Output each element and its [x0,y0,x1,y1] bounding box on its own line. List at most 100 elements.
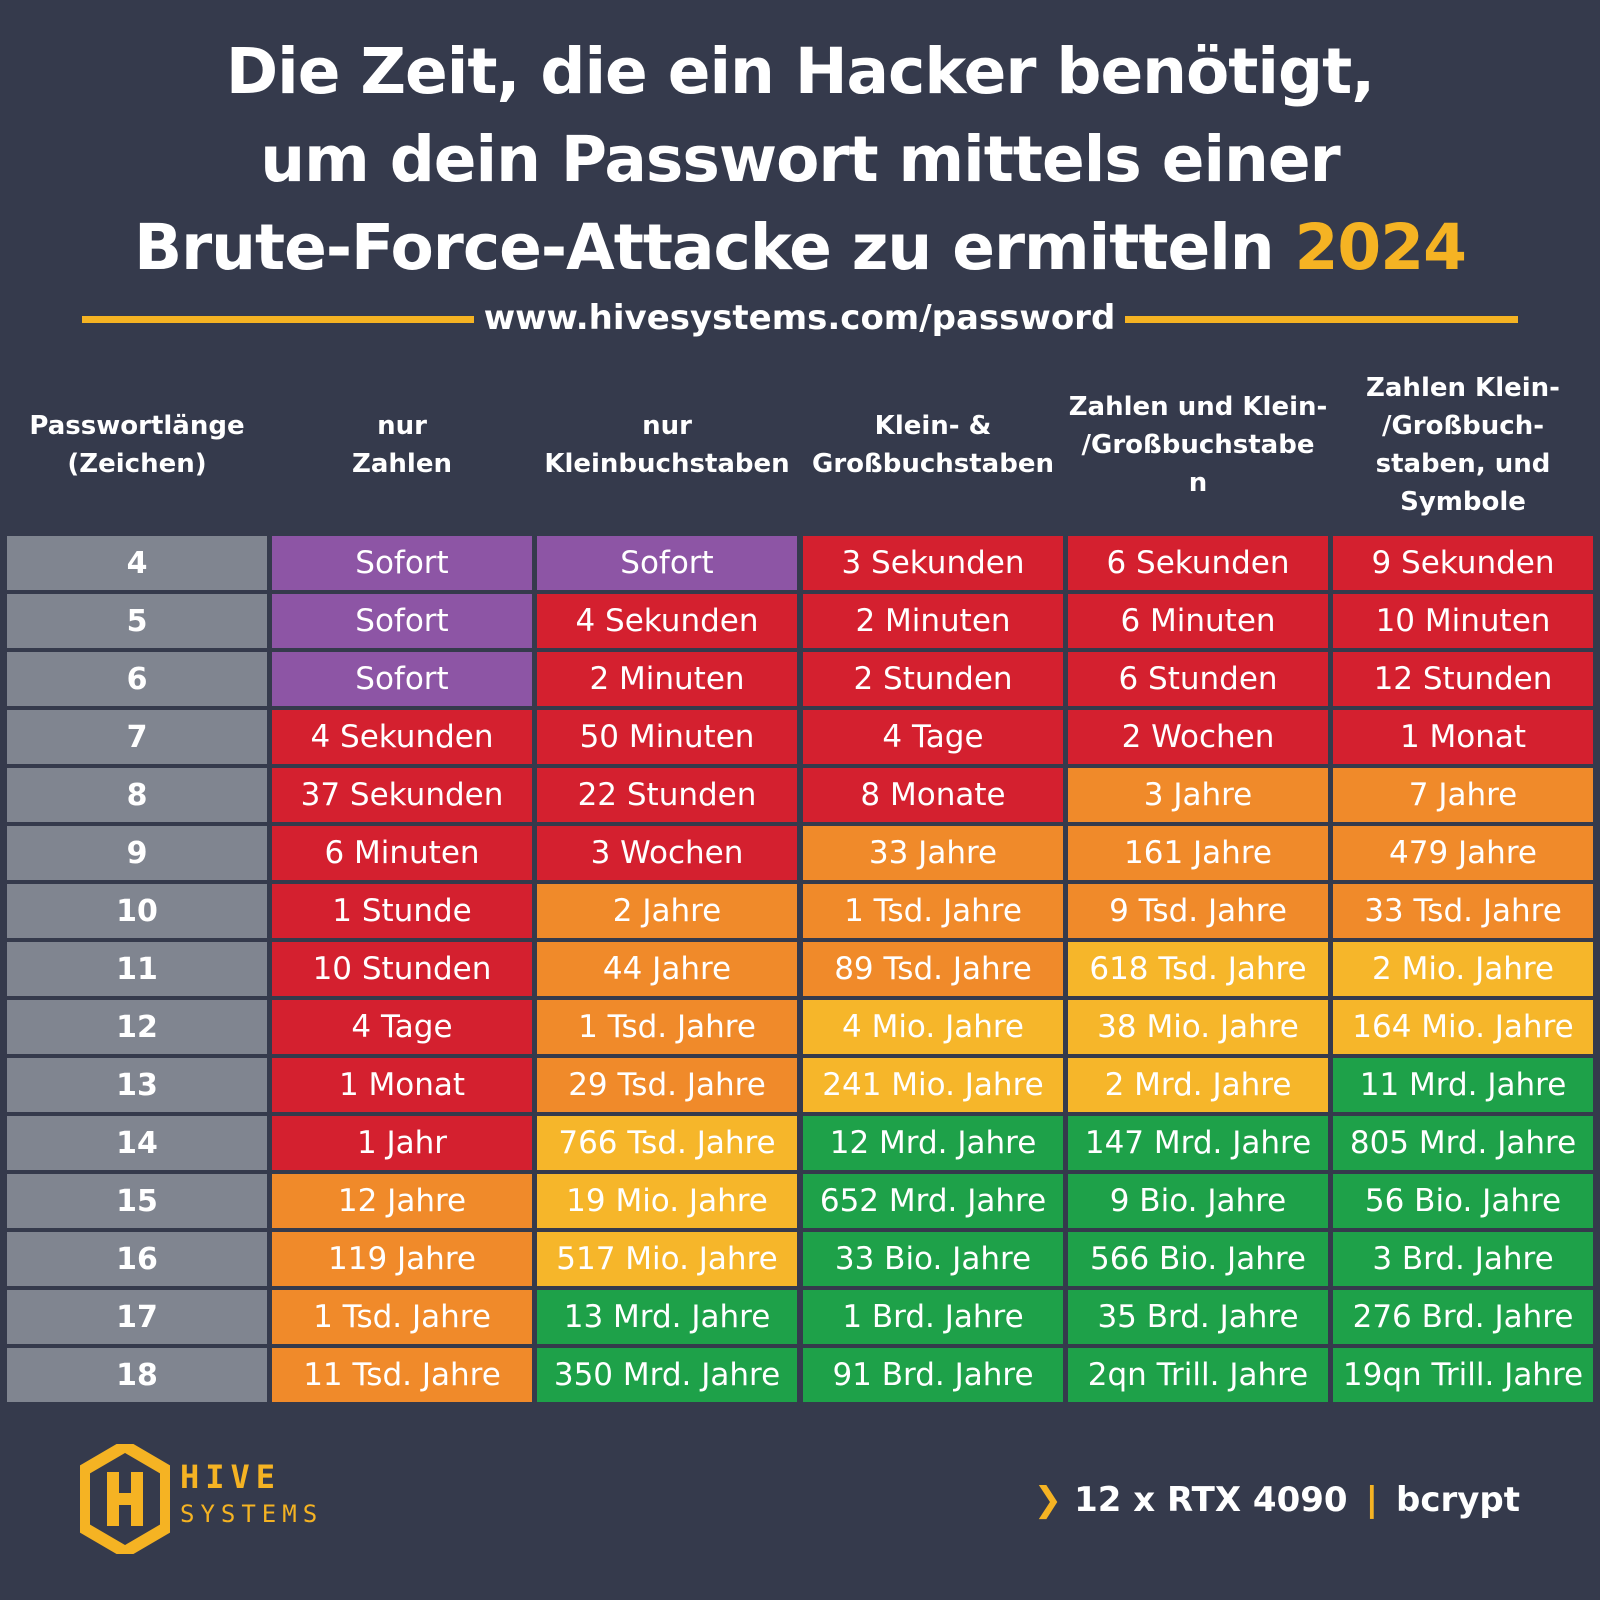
row-label: 9 [7,826,267,880]
row-label: 12 [7,1000,267,1054]
table-cell: 4 Tage [272,1000,532,1054]
row-label: 17 [7,1290,267,1344]
table-cell: 38 Mio. Jahre [1068,1000,1328,1054]
table-cell: 766 Tsd. Jahre [537,1116,797,1170]
footer-hash: bcrypt [1395,1480,1520,1520]
row-label: 5 [7,594,267,648]
table-cell: 1 Monat [1333,710,1593,764]
table-cell: 161 Jahre [1068,826,1328,880]
table-cell: 2 Stunden [803,652,1063,706]
table-cell: 33 Bio. Jahre [803,1232,1063,1286]
table-cell: 2 Minuten [537,652,797,706]
table-cell: 276 Brd. Jahre [1333,1290,1593,1344]
hive-hexagon-logo [78,1439,172,1559]
table-cell: Sofort [537,536,797,590]
table-cell: 19qn Trill. Jahre [1333,1348,1593,1402]
table-cell: 2qn Trill. Jahre [1068,1348,1328,1402]
table-cell: 566 Bio. Jahre [1068,1232,1328,1286]
table-cell: 11 Tsd. Jahre [272,1348,532,1402]
divider-left [82,316,474,323]
table-cell: 22 Stunden [537,768,797,822]
title-year: 2024 [1294,211,1467,284]
column-header-2: nur Kleinbuchstaben [544,411,790,479]
title-line-3-text: Brute-Force-Attacke zu ermitteln [134,211,1275,284]
table-cell: 350 Mrd. Jahre [537,1348,797,1402]
table-cell: 2 Jahre [537,884,797,938]
footer-hardware: 12 x RTX 4090 [1074,1480,1348,1520]
footer-specs: ❯ 12 x RTX 4090 | bcrypt [1034,1472,1520,1528]
row-label: 18 [7,1348,267,1402]
row-label: 15 [7,1174,267,1228]
table-cell: 119 Jahre [272,1232,532,1286]
table-cell: 479 Jahre [1333,826,1593,880]
row-label: 13 [7,1058,267,1112]
table-cell: 33 Jahre [803,826,1063,880]
table-cell: 3 Jahre [1068,768,1328,822]
table-cell: 4 Mio. Jahre [803,1000,1063,1054]
row-label: 11 [7,942,267,996]
table-cell: 2 Wochen [1068,710,1328,764]
row-header: Passwortlänge (Zeichen) [29,411,245,479]
chevron-right-icon: ❯ [1033,1480,1063,1520]
table-cell: 1 Monat [272,1058,532,1112]
row-label: 7 [7,710,267,764]
table-cell: 4 Sekunden [537,594,797,648]
table-cell: 2 Mio. Jahre [1333,942,1593,996]
table-cell: 1 Tsd. Jahre [803,884,1063,938]
table-cell: 12 Stunden [1333,652,1593,706]
table-cell: 1 Brd. Jahre [803,1290,1063,1344]
table-cell: 10 Minuten [1333,594,1593,648]
table-cell: 12 Mrd. Jahre [803,1116,1063,1170]
table-cell: 1 Tsd. Jahre [272,1290,532,1344]
row-label: 4 [7,536,267,590]
table-cell: Sofort [272,594,532,648]
table-cell: 4 Sekunden [272,710,532,764]
table-cell: 13 Mrd. Jahre [537,1290,797,1344]
source-url-row: www.hivesystems.com/password [0,290,1600,346]
table-cell: 652 Mrd. Jahre [803,1174,1063,1228]
table-cell: 2 Mrd. Jahre [1068,1058,1328,1112]
source-url: www.hivesystems.com/password [483,298,1116,338]
logo-text-hive: HIVE [180,1458,282,1496]
row-label: 10 [7,884,267,938]
title-line-1: Die Zeit, die ein Hacker benötigt, [225,35,1375,108]
footer-separator: | [1365,1480,1378,1520]
table-cell: 12 Jahre [272,1174,532,1228]
column-header-1: nur Zahlen [352,411,452,479]
table-cell: 91 Brd. Jahre [803,1348,1063,1402]
table-cell: 1 Jahr [272,1116,532,1170]
table-cell: 1 Stunde [272,884,532,938]
table-cell: 37 Sekunden [272,768,532,822]
table-cell: 29 Tsd. Jahre [537,1058,797,1112]
table-cell: 147 Mrd. Jahre [1068,1116,1328,1170]
table-cell: 11 Mrd. Jahre [1333,1058,1593,1112]
column-header-5: Zahlen Klein- /Großbuch- staben, und Sym… [1366,373,1560,517]
table-cell: 89 Tsd. Jahre [803,942,1063,996]
table-cell: 8 Monate [803,768,1063,822]
table-cell: 2 Minuten [803,594,1063,648]
table-cell: 517 Mio. Jahre [537,1232,797,1286]
row-label: 8 [7,768,267,822]
logo-text-systems: SYSTEMS [180,1500,324,1528]
table-cell: 618 Tsd. Jahre [1068,942,1328,996]
row-label: 16 [7,1232,267,1286]
table-cell: 9 Tsd. Jahre [1068,884,1328,938]
table-cell: 19 Mio. Jahre [537,1174,797,1228]
table-cell: Sofort [272,536,532,590]
table-cell: 44 Jahre [537,942,797,996]
table-cell: 4 Tage [803,710,1063,764]
table-cell: 9 Sekunden [1333,536,1593,590]
table-cell: 56 Bio. Jahre [1333,1174,1593,1228]
title-line-2: um dein Passwort mittels einer [260,123,1340,196]
row-label: 6 [7,652,267,706]
table-cell: 3 Brd. Jahre [1333,1232,1593,1286]
table-cell: 33 Tsd. Jahre [1333,884,1593,938]
table-cell: 10 Stunden [272,942,532,996]
table-cell: 3 Wochen [537,826,797,880]
table-cell: 3 Sekunden [803,536,1063,590]
column-header-3: Klein- & Großbuchstaben [812,411,1054,479]
table-cell: 805 Mrd. Jahre [1333,1116,1593,1170]
table-cell: 50 Minuten [537,710,797,764]
table-cell: 7 Jahre [1333,768,1593,822]
